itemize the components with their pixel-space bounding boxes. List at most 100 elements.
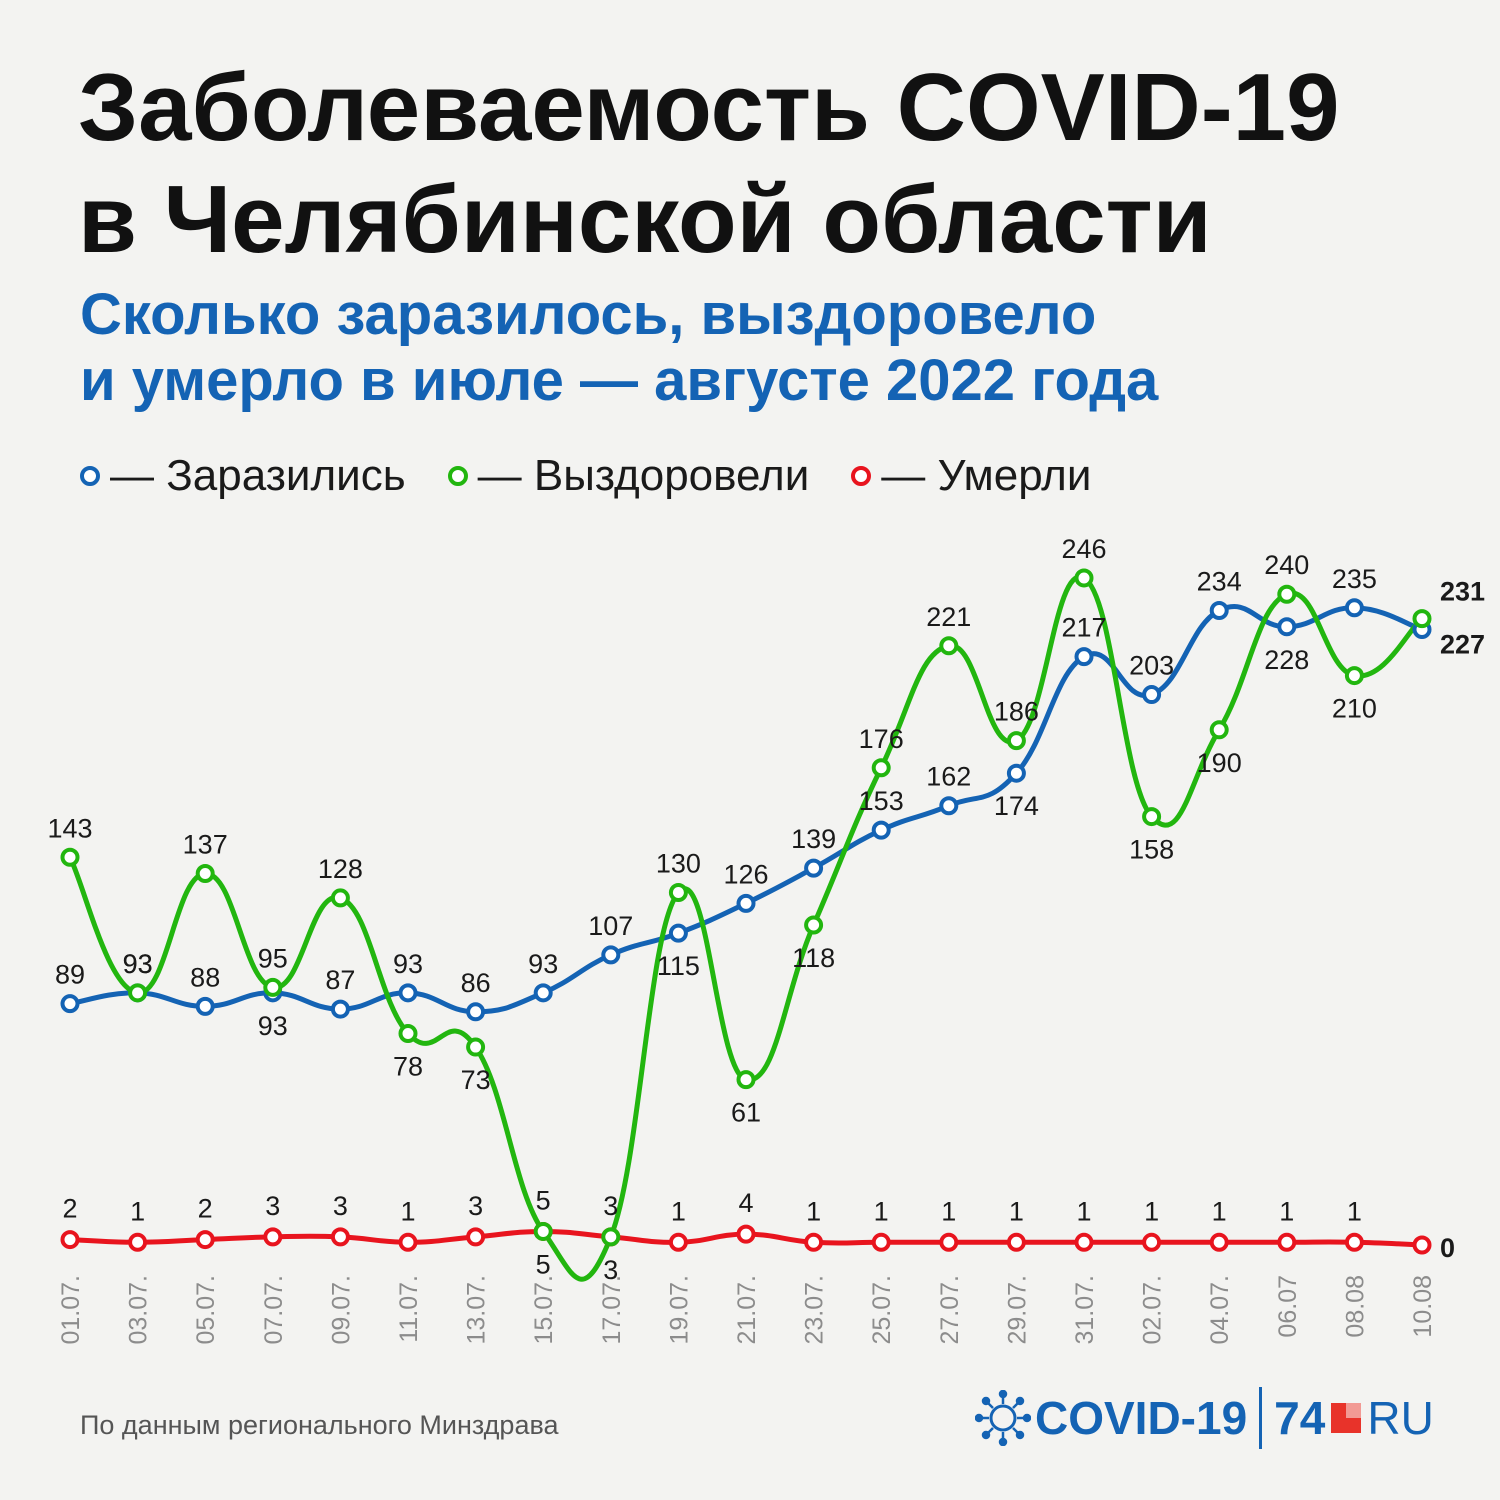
data-point-died bbox=[398, 1232, 418, 1252]
data-point-recovered bbox=[330, 888, 350, 908]
x-tick-label: 11.07. bbox=[395, 1275, 423, 1343]
data-label-infected: 87 bbox=[325, 965, 355, 995]
data-label-recovered: 137 bbox=[183, 830, 228, 860]
data-point-died bbox=[804, 1232, 824, 1252]
data-label-recovered: 95 bbox=[258, 943, 288, 973]
series-line-infected bbox=[67, 604, 1425, 1015]
data-point-died bbox=[263, 1227, 283, 1247]
data-label-recovered: 5 bbox=[536, 1249, 551, 1279]
data-point-died bbox=[871, 1232, 891, 1252]
x-tick-label: 01.07. bbox=[57, 1275, 85, 1345]
data-label-infected: 217 bbox=[1061, 613, 1106, 643]
data-point-died bbox=[668, 1232, 688, 1252]
data-labels: 89 93 889387938693107115126139153162174217… bbox=[47, 534, 1485, 1285]
x-tick-label: 21.07. bbox=[733, 1275, 761, 1345]
subtitle-line-1: Сколько заразилось, выздоровело bbox=[80, 282, 1097, 347]
data-label-infected: 88 bbox=[190, 962, 220, 992]
data-label-died: 1 bbox=[1009, 1196, 1024, 1226]
data-label-recovered: 221 bbox=[926, 602, 971, 632]
data-label-recovered: 3 bbox=[603, 1255, 618, 1285]
data-point-recovered bbox=[736, 1070, 756, 1090]
data-label-infected: 234 bbox=[1197, 567, 1242, 597]
data-point-recovered bbox=[804, 915, 824, 935]
data-point-recovered bbox=[398, 1024, 418, 1043]
data-label-died: 1 bbox=[1144, 1196, 1159, 1226]
x-tick-label: 10.08 bbox=[1409, 1275, 1437, 1338]
data-label-died: 3 bbox=[603, 1191, 618, 1221]
data-label-infected: 93 bbox=[258, 1011, 288, 1041]
chart-subtitle: Сколько заразилось, выздоровело и умерло… bbox=[80, 282, 1158, 414]
data-label-recovered: 61 bbox=[731, 1098, 761, 1128]
data-label-infected: 89 bbox=[55, 960, 85, 990]
logo-covid-text: COVID-19 bbox=[1035, 1392, 1248, 1444]
data-label-recovered: 190 bbox=[1197, 748, 1242, 778]
logo-square-icon bbox=[1331, 1403, 1362, 1433]
title-line-1: Заболеваемость COVID-19 bbox=[78, 54, 1340, 161]
data-label-infected: 228 bbox=[1264, 645, 1309, 675]
data-label-died: 1 bbox=[1212, 1196, 1227, 1226]
data-label-infected: 115 bbox=[657, 951, 700, 981]
data-label-recovered: 240 bbox=[1264, 550, 1309, 580]
data-label-recovered: 93 bbox=[123, 949, 153, 979]
data-label-recovered: 158 bbox=[1129, 835, 1174, 865]
data-point-infected bbox=[60, 994, 80, 1014]
virus-icon bbox=[975, 1390, 1031, 1446]
data-label-died: 2 bbox=[198, 1194, 213, 1224]
logo-divider bbox=[1259, 1387, 1263, 1449]
x-tick-label: 17.07. bbox=[598, 1275, 626, 1345]
data-point-died bbox=[1142, 1232, 1162, 1252]
data-point-recovered bbox=[1412, 609, 1432, 629]
x-axis-tick-labels: 01.07. 03.07. 05.07. 07.07. 09.07. 11.07. 13.0… bbox=[57, 1275, 1437, 1345]
x-tick-label: 02.07. bbox=[1139, 1275, 1167, 1345]
data-point-recovered bbox=[1209, 720, 1229, 740]
data-label-infected: 93 bbox=[528, 949, 558, 979]
data-point-died bbox=[939, 1232, 959, 1252]
legend-item-recovered: — Выздоровели bbox=[447, 451, 810, 501]
data-point-recovered bbox=[128, 983, 148, 1003]
legend-item-infected: — Заразились bbox=[80, 451, 406, 501]
data-point-recovered bbox=[939, 636, 959, 656]
legend-label-recovered: — Выздоровели bbox=[477, 451, 810, 500]
x-tick-label: 03.07. bbox=[125, 1275, 153, 1345]
data-point-recovered bbox=[263, 977, 283, 997]
data-label-recovered: 78 bbox=[393, 1052, 423, 1082]
data-label-died: 0 bbox=[1440, 1233, 1455, 1263]
data-label-died: 1 bbox=[1347, 1196, 1362, 1226]
data-point-infected bbox=[804, 858, 824, 878]
data-point-died bbox=[1006, 1232, 1026, 1252]
data-point-infected bbox=[466, 1002, 486, 1022]
data-point-died bbox=[60, 1230, 80, 1250]
chart-title: Заболеваемость COVID-19 в Челябинской об… bbox=[78, 52, 1339, 276]
data-label-recovered: 128 bbox=[318, 854, 363, 884]
data-label-recovered: 118 bbox=[792, 943, 835, 973]
chart-legend: — Заразились — Выздоровели — Умерли bbox=[80, 448, 1133, 504]
data-label-died: 4 bbox=[738, 1188, 753, 1218]
data-point-infected bbox=[1277, 617, 1297, 637]
data-point-recovered bbox=[533, 1221, 553, 1241]
data-point-infected bbox=[939, 796, 959, 816]
data-label-infected: 162 bbox=[926, 762, 971, 792]
data-point-infected bbox=[871, 820, 891, 840]
data-point-died bbox=[330, 1227, 350, 1247]
data-point-recovered bbox=[601, 1227, 621, 1247]
data-label-died: 1 bbox=[1076, 1196, 1091, 1226]
legend-marker-died bbox=[851, 466, 872, 486]
data-label-infected: 235 bbox=[1332, 564, 1377, 594]
data-point-infected bbox=[1006, 763, 1026, 783]
x-tick-label: 13.07. bbox=[463, 1275, 491, 1345]
legend-label-infected: — Заразились bbox=[110, 451, 406, 500]
data-point-recovered bbox=[1074, 568, 1094, 588]
data-point-recovered bbox=[466, 1037, 486, 1057]
data-point-recovered bbox=[1277, 584, 1297, 604]
data-point-died bbox=[1412, 1235, 1432, 1255]
data-label-died: 1 bbox=[400, 1196, 415, 1226]
x-tick-label: 04.07. bbox=[1206, 1275, 1234, 1345]
data-point-died bbox=[1277, 1232, 1297, 1252]
publisher-logo: COVID-19 74 RU bbox=[975, 1378, 1434, 1458]
x-tick-label: 08.08 bbox=[1341, 1275, 1369, 1338]
data-point-infected bbox=[1344, 598, 1364, 618]
data-point-died bbox=[736, 1224, 756, 1244]
series-points bbox=[60, 568, 1432, 1255]
logo-ru-text: RU bbox=[1367, 1392, 1434, 1444]
data-label-infected: 93 bbox=[123, 949, 153, 979]
